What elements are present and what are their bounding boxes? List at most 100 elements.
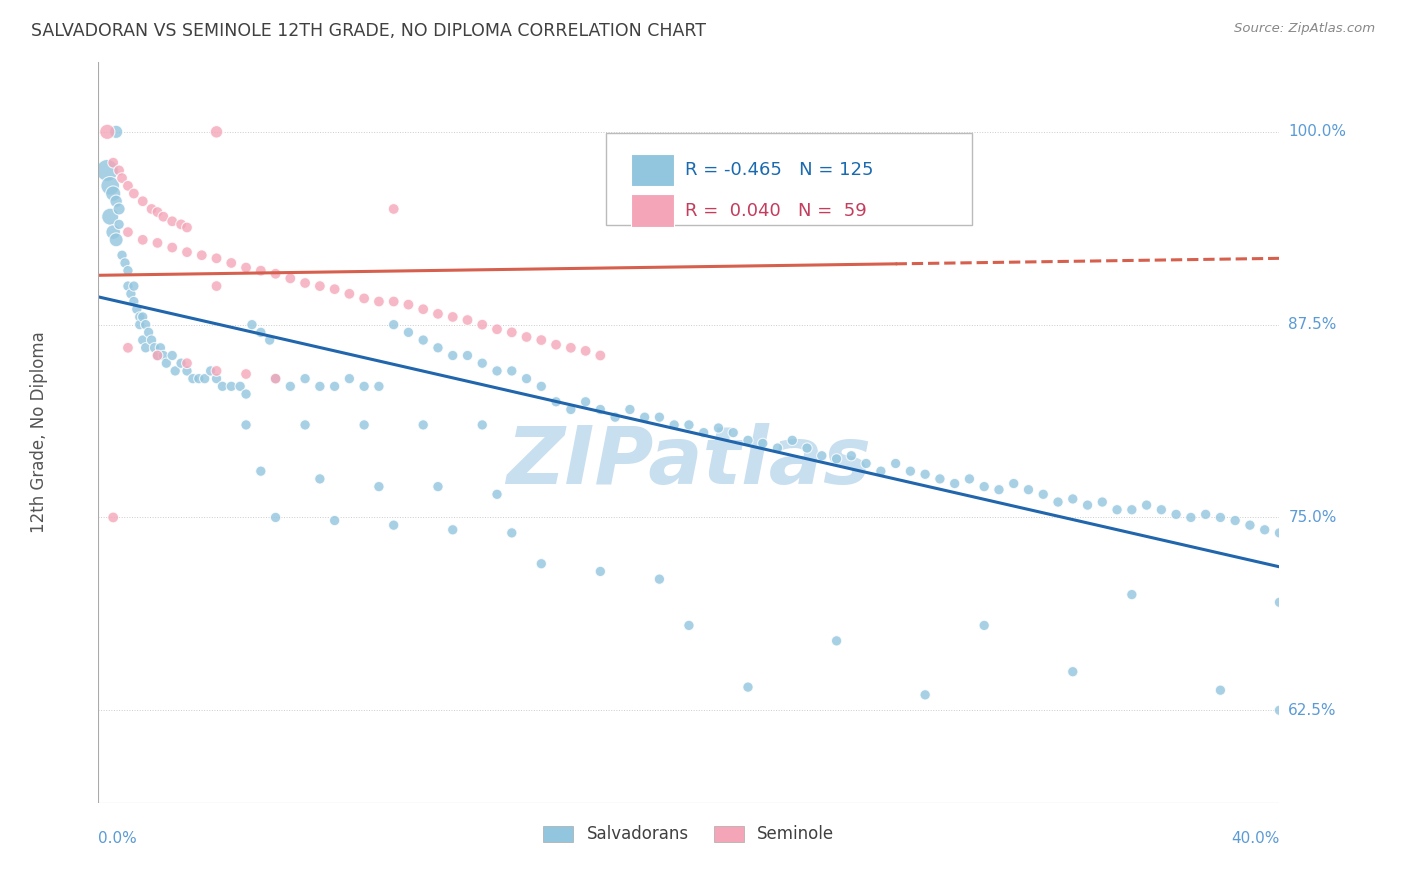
Point [900,464,922,478]
Point [353,292,375,306]
Point [105,125,128,139]
Point [693,425,716,440]
Point [165,364,187,378]
Point [108,202,131,216]
Point [132,194,155,209]
Point [1077,498,1099,512]
Point [782,434,804,448]
Point [108,163,131,178]
Point [205,252,228,266]
Point [294,276,316,290]
FancyBboxPatch shape [606,133,973,226]
Point [737,434,759,448]
Point [441,349,464,363]
Point [117,341,139,355]
Point [441,523,464,537]
Point [486,322,509,336]
Point [235,367,257,381]
Point [516,371,538,385]
Point [825,633,848,648]
Point [382,202,405,216]
Point [1046,495,1070,509]
Text: R =  0.040   N =  59: R = 0.040 N = 59 [685,202,868,219]
Point [176,356,198,370]
Point [264,371,287,385]
Point [117,263,139,277]
Point [560,402,582,417]
Point [1166,508,1188,522]
Point [546,394,568,409]
Point [205,364,228,378]
Point [176,245,198,260]
Point [187,371,209,385]
Point [98,178,121,193]
Point [135,318,157,332]
FancyBboxPatch shape [631,194,673,227]
Point [914,467,936,482]
Point [162,214,183,228]
Point [200,364,222,378]
Point [122,186,145,201]
Point [973,618,995,632]
Point [575,343,598,358]
Point [162,240,183,254]
Text: 100.0%: 100.0% [1288,124,1347,139]
Point [1268,595,1291,609]
Point [250,326,273,340]
Point [229,379,252,393]
Point [382,318,405,332]
Text: Source: ZipAtlas.com: Source: ZipAtlas.com [1234,22,1375,36]
Point [149,341,172,355]
Point [412,302,434,317]
Point [125,302,148,317]
Point [929,472,952,486]
Point [678,417,700,432]
Point [560,341,582,355]
Point [382,518,405,533]
Point [280,271,302,285]
Point [120,286,142,301]
Text: 40.0%: 40.0% [1232,830,1279,846]
Point [108,218,131,232]
Point [678,618,700,632]
Point [323,379,346,393]
Point [162,349,183,363]
Point [398,297,420,311]
Point [486,364,509,378]
Point [191,248,214,262]
Point [959,472,981,486]
Point [1002,476,1025,491]
Point [530,379,553,393]
Point [117,279,139,293]
Point [122,279,145,293]
Text: 0.0%: 0.0% [98,830,138,846]
Point [1195,508,1218,522]
Point [530,557,553,571]
Point [205,279,228,293]
Point [1091,495,1114,509]
Point [457,313,479,327]
Point [194,371,217,385]
Point [589,349,612,363]
Point [128,318,150,332]
Legend: Salvadorans, Seminole: Salvadorans, Seminole [537,819,841,850]
Point [1150,502,1173,516]
Point [114,256,136,270]
Point [382,294,405,309]
Point [441,310,464,324]
Point [146,349,169,363]
Point [427,307,450,321]
Point [98,210,121,224]
Point [181,371,204,385]
Point [146,349,169,363]
Point [752,436,775,450]
Point [221,256,243,270]
Text: 12th Grade, No Diploma: 12th Grade, No Diploma [31,332,48,533]
Point [103,225,125,239]
Point [141,333,163,347]
Point [1209,510,1232,524]
Point [575,394,598,409]
Point [737,680,759,694]
Point [1239,518,1261,533]
Point [1136,498,1159,512]
